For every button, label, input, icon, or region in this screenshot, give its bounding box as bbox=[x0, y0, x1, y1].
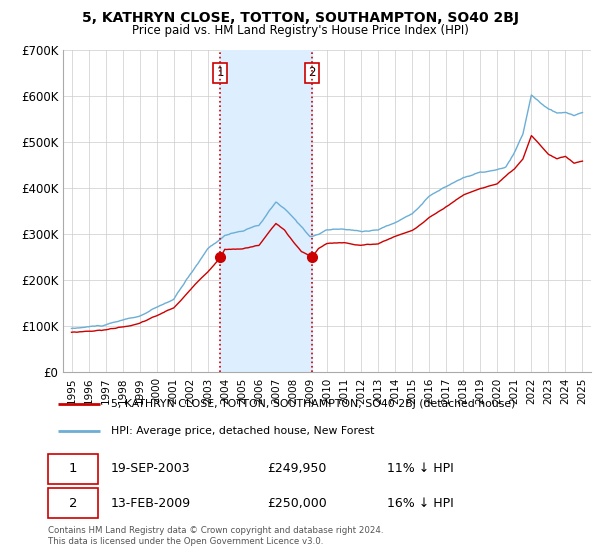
Text: 2: 2 bbox=[69, 497, 77, 510]
Text: 13-FEB-2009: 13-FEB-2009 bbox=[110, 497, 191, 510]
Text: 2: 2 bbox=[308, 67, 316, 80]
Text: HPI: Average price, detached house, New Forest: HPI: Average price, detached house, New … bbox=[110, 426, 374, 436]
Text: £249,950: £249,950 bbox=[267, 463, 326, 475]
Text: £250,000: £250,000 bbox=[267, 497, 327, 510]
Text: 5, KATHRYN CLOSE, TOTTON, SOUTHAMPTON, SO40 2BJ: 5, KATHRYN CLOSE, TOTTON, SOUTHAMPTON, S… bbox=[82, 11, 518, 25]
Text: 19-SEP-2003: 19-SEP-2003 bbox=[110, 463, 190, 475]
Text: 5, KATHRYN CLOSE, TOTTON, SOUTHAMPTON, SO40 2BJ (detached house): 5, KATHRYN CLOSE, TOTTON, SOUTHAMPTON, S… bbox=[110, 399, 515, 409]
Text: 16% ↓ HPI: 16% ↓ HPI bbox=[388, 497, 454, 510]
FancyBboxPatch shape bbox=[48, 488, 98, 519]
FancyBboxPatch shape bbox=[48, 454, 98, 484]
Text: 1: 1 bbox=[69, 463, 77, 475]
Text: Price paid vs. HM Land Registry's House Price Index (HPI): Price paid vs. HM Land Registry's House … bbox=[131, 24, 469, 36]
Text: 1: 1 bbox=[216, 67, 224, 80]
Text: 11% ↓ HPI: 11% ↓ HPI bbox=[388, 463, 454, 475]
Bar bbox=[220, 50, 312, 372]
Text: Contains HM Land Registry data © Crown copyright and database right 2024.
This d: Contains HM Land Registry data © Crown c… bbox=[48, 526, 383, 546]
